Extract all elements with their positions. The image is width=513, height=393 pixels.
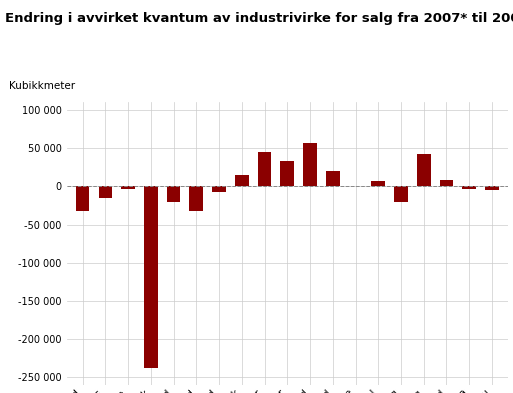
- Bar: [144, 186, 157, 368]
- Bar: [167, 186, 181, 202]
- Bar: [349, 185, 362, 186]
- Bar: [76, 186, 89, 211]
- Bar: [326, 171, 340, 186]
- Bar: [462, 186, 476, 189]
- Bar: [121, 186, 135, 189]
- Text: Kubikkmeter: Kubikkmeter: [9, 81, 75, 91]
- Bar: [485, 186, 499, 190]
- Bar: [394, 186, 408, 202]
- Text: Endring i avvirket kvantum av industrivirke for salg fra 2007* til 2008*. Fylke: Endring i avvirket kvantum av industrivi…: [5, 12, 513, 25]
- Bar: [189, 186, 203, 211]
- Bar: [98, 186, 112, 198]
- Bar: [440, 180, 453, 186]
- Bar: [303, 143, 317, 186]
- Bar: [212, 186, 226, 193]
- Bar: [235, 175, 249, 186]
- Bar: [371, 181, 385, 186]
- Bar: [417, 154, 430, 186]
- Bar: [258, 152, 271, 186]
- Bar: [281, 161, 294, 186]
